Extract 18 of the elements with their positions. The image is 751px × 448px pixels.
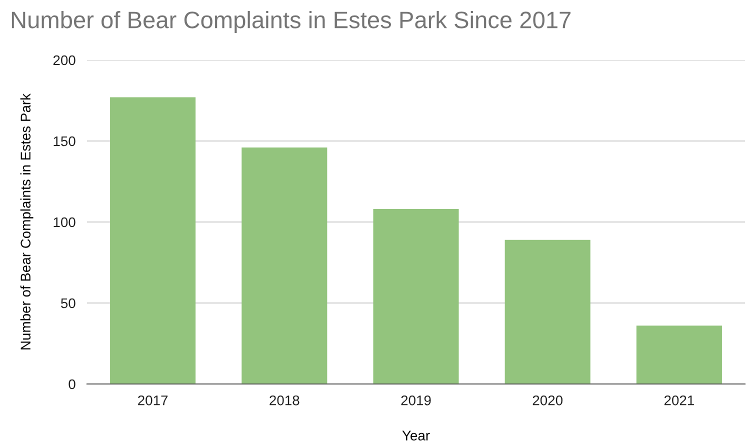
- y-axis-title: Number of Bear Complaints in Estes Park: [20, 93, 34, 350]
- y-tick-label: 0: [68, 379, 76, 390]
- x-tick-label: 2020: [532, 395, 563, 406]
- x-tick-label: 2019: [401, 395, 431, 406]
- x-axis-title: Year: [402, 430, 430, 440]
- y-tick-label: 200: [53, 55, 76, 66]
- y-tick-label: 100: [54, 217, 76, 228]
- bar: [504, 240, 590, 384]
- x-tick-label: 2021: [664, 395, 694, 406]
- bar: [636, 326, 722, 384]
- y-tick-label: 150: [54, 136, 76, 146]
- bar: [373, 209, 459, 384]
- chart-title: Number of Bear Complaints in Estes Park Since 2017: [12, 10, 570, 34]
- x-tick-label: 2018: [270, 395, 300, 406]
- y-tick-label: 50: [60, 298, 76, 308]
- bar: [242, 147, 328, 384]
- x-tick-label: 2017: [138, 395, 168, 406]
- bar: [110, 97, 196, 384]
